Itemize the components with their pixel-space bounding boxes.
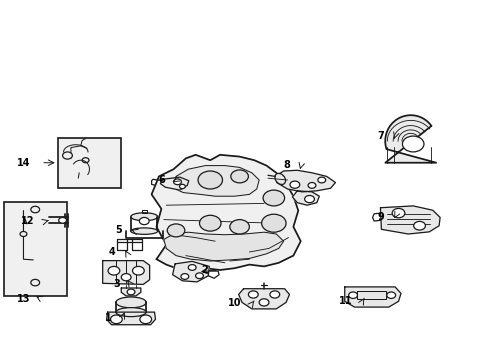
Polygon shape [238,289,289,309]
Text: 3: 3 [113,279,120,289]
Text: 14: 14 [17,158,30,168]
Polygon shape [151,155,300,270]
Circle shape [307,183,315,188]
Circle shape [140,315,151,324]
Text: 12: 12 [20,216,34,226]
Circle shape [263,190,284,206]
Circle shape [391,208,404,218]
Polygon shape [292,191,319,205]
Circle shape [59,217,66,223]
Circle shape [167,224,184,237]
Bar [58,138,121,188]
Circle shape [181,274,188,279]
Text: 6: 6 [158,175,165,185]
Text: 7: 7 [377,131,384,141]
Circle shape [127,289,135,295]
Text: 13: 13 [17,294,30,304]
Text: 2: 2 [201,265,207,275]
Ellipse shape [116,297,146,308]
Polygon shape [102,261,149,284]
Bar [4,202,67,296]
Circle shape [261,214,285,232]
Circle shape [108,266,120,275]
Circle shape [188,265,196,270]
Circle shape [195,273,203,279]
Text: 11: 11 [338,296,351,306]
Circle shape [198,171,222,189]
Circle shape [230,170,248,183]
Polygon shape [163,232,283,261]
Circle shape [132,266,144,275]
Polygon shape [385,115,435,163]
Polygon shape [160,177,188,190]
Circle shape [402,136,423,152]
Polygon shape [121,288,141,296]
Text: 4: 4 [108,247,115,257]
Circle shape [386,292,395,298]
Circle shape [82,158,89,163]
Circle shape [229,220,249,234]
Ellipse shape [130,228,157,234]
Text: 5: 5 [115,225,122,235]
Polygon shape [106,312,155,325]
Circle shape [348,292,357,298]
Circle shape [31,279,40,286]
Circle shape [173,179,181,185]
Circle shape [413,221,425,230]
Circle shape [31,206,40,213]
Polygon shape [344,287,400,307]
Ellipse shape [274,174,285,184]
Polygon shape [276,170,335,192]
Polygon shape [172,261,209,282]
Circle shape [121,274,131,281]
Text: 9: 9 [377,212,384,222]
Circle shape [289,181,299,188]
Circle shape [179,184,185,189]
Polygon shape [171,166,259,196]
Circle shape [269,291,279,298]
Circle shape [259,299,268,306]
Circle shape [199,215,221,231]
Circle shape [20,231,27,237]
Text: 10: 10 [227,298,241,308]
Circle shape [304,195,314,203]
Ellipse shape [116,307,146,317]
Ellipse shape [130,213,157,221]
Circle shape [110,315,122,324]
Circle shape [139,217,149,225]
Polygon shape [380,206,439,234]
Text: 1: 1 [104,312,111,323]
Circle shape [317,177,325,183]
Text: 8: 8 [283,160,290,170]
Circle shape [62,152,72,159]
Circle shape [248,291,258,298]
